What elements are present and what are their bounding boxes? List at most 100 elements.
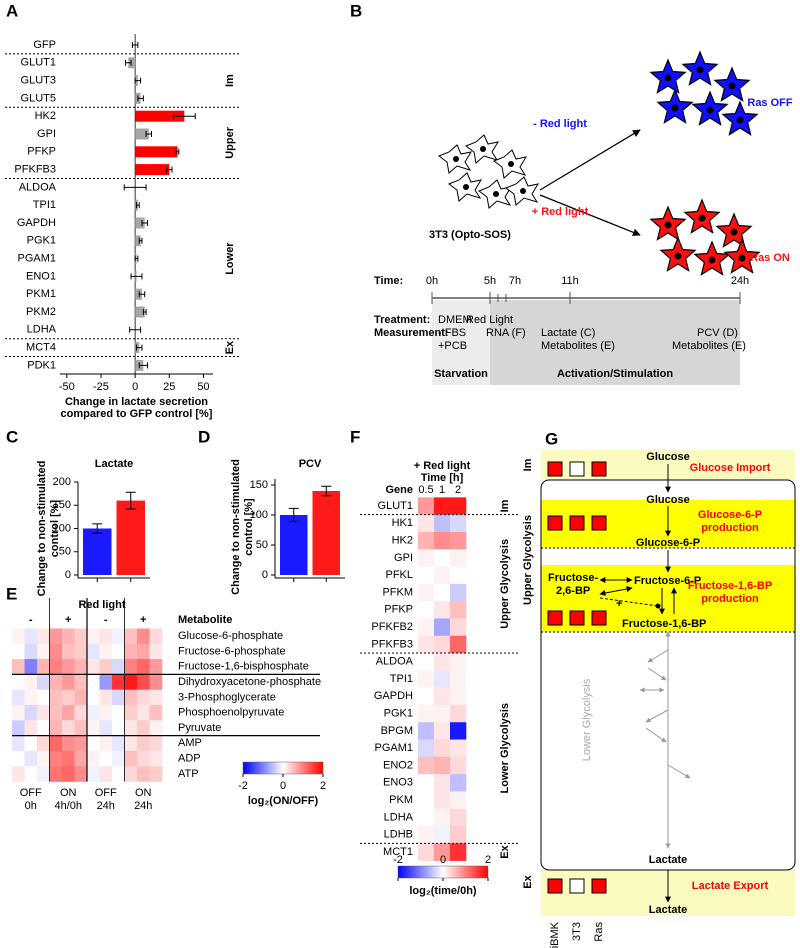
heat-cell [112, 766, 125, 782]
heat-cell [124, 705, 138, 721]
group-label: Upper [224, 126, 236, 159]
heat-cell [434, 808, 451, 827]
heat-cell [434, 739, 451, 758]
row-label: LDHB [384, 829, 413, 841]
heat-cell [49, 705, 63, 721]
heat-cell [418, 739, 435, 758]
heat-cell [450, 635, 467, 654]
category-label: GPI [37, 128, 56, 140]
heat-cell [149, 674, 163, 690]
row-label: ATP [178, 768, 199, 780]
state-label: Ras ON [750, 252, 790, 264]
error-bar [129, 326, 142, 333]
heat-cell [37, 674, 50, 690]
node: Fructose-1,6-BP [622, 618, 706, 630]
status-box [591, 610, 607, 626]
heat-cell [418, 635, 435, 654]
category-label: PKM2 [26, 306, 56, 318]
heat-cell [418, 497, 435, 515]
heat-cell [99, 628, 113, 645]
error-bar [321, 485, 332, 497]
process-label: Fructose-1,6-BP [688, 580, 772, 592]
row-label: HK2 [392, 535, 413, 547]
y-tick-label: 0 [65, 569, 71, 581]
heat-cell [112, 643, 125, 660]
heat-cell [74, 750, 88, 767]
heat-cell [87, 705, 100, 721]
row-label: PFKFB3 [371, 638, 413, 650]
group-label: Ex [224, 340, 236, 354]
colorbar-tick-label: -2 [238, 780, 248, 792]
heat-cell [418, 791, 435, 810]
measurement: Lactate (C) [541, 327, 595, 339]
column-label: 0h [25, 800, 37, 812]
panel-b: 3T3 (Opto-SOS) - Red light + Red light R… [374, 51, 793, 385]
heat-cell [124, 766, 138, 782]
heat-cell [418, 687, 435, 706]
treatment: - FBS [438, 327, 466, 339]
row-label: ADP [178, 752, 201, 764]
colorbar-tick-label: 2 [485, 854, 491, 866]
column-label: ON [135, 787, 152, 799]
row-label: Fructose-6-phosphate [178, 645, 286, 657]
column-label: OFF [20, 787, 42, 799]
lower-arrow [645, 727, 667, 743]
heat-cell [74, 705, 88, 721]
heat-cell [24, 750, 38, 767]
time-label: 5h [484, 275, 496, 287]
error-bar [288, 507, 299, 523]
regulation-dot [655, 603, 661, 609]
status-box [569, 610, 585, 626]
status-box [591, 878, 607, 894]
ras-cell [684, 199, 720, 234]
process-label: Glucose Import [690, 462, 771, 474]
heat-cell [450, 549, 467, 567]
heat-cell [418, 583, 435, 602]
heat-cell [62, 643, 75, 660]
bar [135, 217, 145, 229]
heat-cell [434, 514, 451, 533]
panel-letter: G [545, 429, 558, 448]
heat-cell [450, 722, 467, 740]
colorbar-tick-label: 0 [280, 780, 286, 792]
time-label: 24h [731, 275, 749, 287]
heat-cell [74, 643, 88, 660]
axis-title: control [%] [49, 499, 61, 557]
y-tick-label: 50 [256, 539, 268, 551]
x-tick-label: -25 [93, 381, 109, 393]
category-label: GLUT5 [21, 92, 56, 104]
panel-letter: A [6, 1, 18, 20]
heat-cell [87, 720, 100, 736]
category-label: GLUT1 [21, 57, 56, 69]
heat-cell [87, 628, 100, 645]
row-label: Treatment: [374, 314, 430, 326]
column-sign: + [140, 614, 146, 626]
panel-letter: B [350, 1, 362, 20]
heat-cell [24, 766, 38, 782]
heat-cell [450, 601, 467, 619]
error-bar [125, 491, 136, 510]
panel-letter: C [6, 427, 18, 446]
heat-cell [418, 843, 435, 861]
heat-cell [112, 735, 125, 752]
column-label: 0.5 [418, 484, 433, 496]
heat-cell [99, 735, 113, 752]
bar [280, 515, 308, 575]
heat-cell [112, 750, 125, 767]
heat-cell [450, 618, 467, 637]
error-bar [125, 59, 132, 66]
heat-cell [149, 766, 163, 782]
chart-title: Lactate [95, 458, 134, 470]
heat-cell [418, 774, 435, 792]
ras-cell [716, 213, 752, 248]
heat-cell [12, 750, 25, 767]
category-label: PKM1 [26, 288, 56, 300]
status-box [547, 878, 563, 894]
status-box [569, 878, 585, 894]
heat-cell [149, 705, 163, 721]
bar [135, 235, 141, 247]
error-bar [175, 148, 180, 155]
error-bar [145, 131, 153, 137]
heat-cell [418, 653, 435, 671]
